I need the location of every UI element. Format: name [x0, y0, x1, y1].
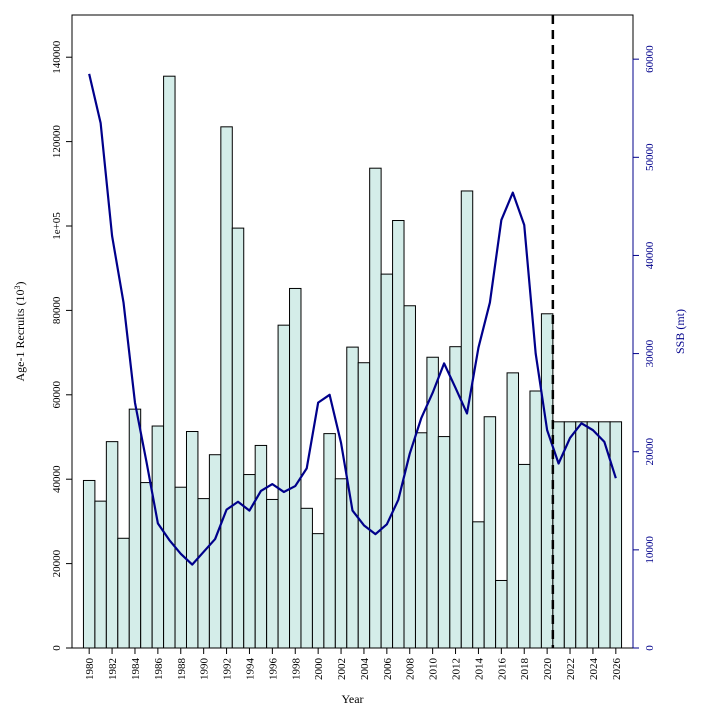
left-y-axis-title: Age-1 Recruits (103)	[13, 282, 28, 382]
x-axis-title: Year	[341, 692, 363, 706]
recruit-bar	[254, 444, 268, 649]
recruit-bar	[323, 433, 336, 649]
x-tick-label: 2004	[359, 658, 371, 681]
right-tick-label: 0	[644, 645, 656, 651]
recruit-bar	[518, 463, 531, 649]
x-tick-label: 2010	[428, 658, 440, 681]
recruit-bar	[277, 324, 291, 649]
recruit-bar	[197, 498, 210, 649]
recruit-bar	[346, 346, 359, 649]
right-tick-label: 20000	[644, 437, 656, 465]
x-tick-label: 1980	[84, 658, 96, 681]
x-tick-label: 1982	[107, 658, 119, 680]
left-tick-label: 40000	[51, 465, 63, 493]
left-y-axis-title-exponent: 3	[13, 286, 22, 290]
right-tick-label: 50000	[644, 143, 656, 171]
recruit-bar	[94, 500, 107, 649]
x-tick-label: 1994	[244, 658, 256, 681]
x-tick-label: 2022	[565, 658, 577, 680]
ssb-line-layer	[88, 73, 617, 566]
left-tick-label: 20000	[51, 549, 63, 577]
x-tick-label: 1990	[199, 658, 211, 681]
recruit-bar	[529, 390, 542, 649]
recruit-bar	[334, 478, 348, 649]
recruit-bar	[140, 482, 153, 649]
recruit-bar	[575, 421, 588, 649]
recruit-bar	[151, 425, 165, 649]
recruit-bar	[185, 431, 199, 649]
left-tick-label: 60000	[51, 381, 63, 409]
recruit-bar	[300, 507, 313, 649]
x-tick-label: 2016	[496, 658, 508, 681]
right-tick-label: 10000	[644, 536, 656, 564]
recruit-bar	[357, 362, 371, 649]
x-tick-label: 2000	[313, 658, 325, 681]
recruit-bars	[82, 75, 623, 649]
right-tick-label: 40000	[644, 241, 656, 269]
recruit-bar	[243, 474, 256, 649]
recruit-bar	[483, 416, 497, 649]
right-tick-label: 60000	[644, 45, 656, 73]
x-tick-label: 1986	[153, 658, 165, 681]
left-y-axis-title-close: )	[13, 282, 27, 286]
recruit-bar	[563, 421, 577, 649]
left-tick-label: 140000	[51, 40, 63, 73]
x-tick-label: 1992	[222, 658, 234, 680]
recruit-bar	[449, 346, 462, 649]
recruit-bar	[369, 167, 382, 649]
recruit-bar	[472, 521, 485, 649]
recruit-bar	[220, 126, 233, 649]
recruit-bar	[380, 273, 394, 649]
recruit-bar	[495, 579, 508, 649]
recruit-bar	[208, 454, 222, 649]
recruit-bar	[82, 479, 96, 649]
x-tick-label: 2014	[473, 658, 485, 681]
left-tick-label: 1e+05	[51, 212, 63, 240]
recruit-bar	[289, 287, 302, 649]
x-tick-label: 2008	[405, 658, 417, 681]
recruit-bar	[163, 75, 176, 649]
recruit-bar	[266, 498, 279, 649]
x-tick-label: 2018	[519, 658, 531, 681]
recruit-bar	[609, 421, 623, 649]
left-tick-label: 80000	[51, 296, 63, 324]
ssb-line	[88, 73, 617, 566]
recruit-bar	[392, 220, 405, 649]
right-tick-label: 30000	[644, 339, 656, 367]
x-tick-label: 2002	[336, 658, 348, 680]
left-y-axis-title-base: Age-1 Recruits (10	[13, 290, 27, 382]
right-y-axis: 0 10000 20000 30000 40000 50000 60000	[632, 45, 656, 651]
recruit-bar	[128, 408, 142, 649]
recruit-bar	[311, 533, 325, 649]
x-tick-label: 2026	[611, 658, 623, 681]
right-y-axis-title: SSB (mt)	[673, 309, 687, 354]
x-tick-label: 1988	[176, 658, 188, 681]
recruit-bar	[117, 537, 130, 649]
recruit-bar	[586, 421, 600, 649]
left-y-axis: 0 20000 40000 60000 80000 1e+05 120000 140000	[51, 40, 73, 651]
x-tick-label: 2012	[451, 658, 463, 680]
recruit-bar	[174, 486, 187, 649]
x-axis: 1980 1982 1984 1986 1988 1990 1992 1994 1996 1998…	[84, 647, 623, 681]
x-tick-label: 2020	[542, 658, 554, 681]
recruit-bar	[506, 372, 520, 649]
x-tick-label: 1984	[130, 658, 142, 681]
recruit-bar	[540, 313, 554, 649]
x-tick-label: 1998	[290, 658, 302, 681]
recruit-bar	[414, 432, 428, 649]
recruit-bar	[105, 441, 119, 649]
recruit-bar	[437, 436, 451, 649]
left-tick-label: 0	[51, 645, 63, 651]
recruit-bar	[403, 305, 416, 649]
recruit-bar	[460, 190, 474, 649]
x-tick-label: 1996	[267, 658, 279, 681]
recruit-bar	[231, 227, 245, 649]
x-tick-label: 2024	[588, 658, 600, 681]
left-tick-label: 120000	[51, 125, 63, 159]
x-tick-label: 2006	[382, 658, 394, 681]
